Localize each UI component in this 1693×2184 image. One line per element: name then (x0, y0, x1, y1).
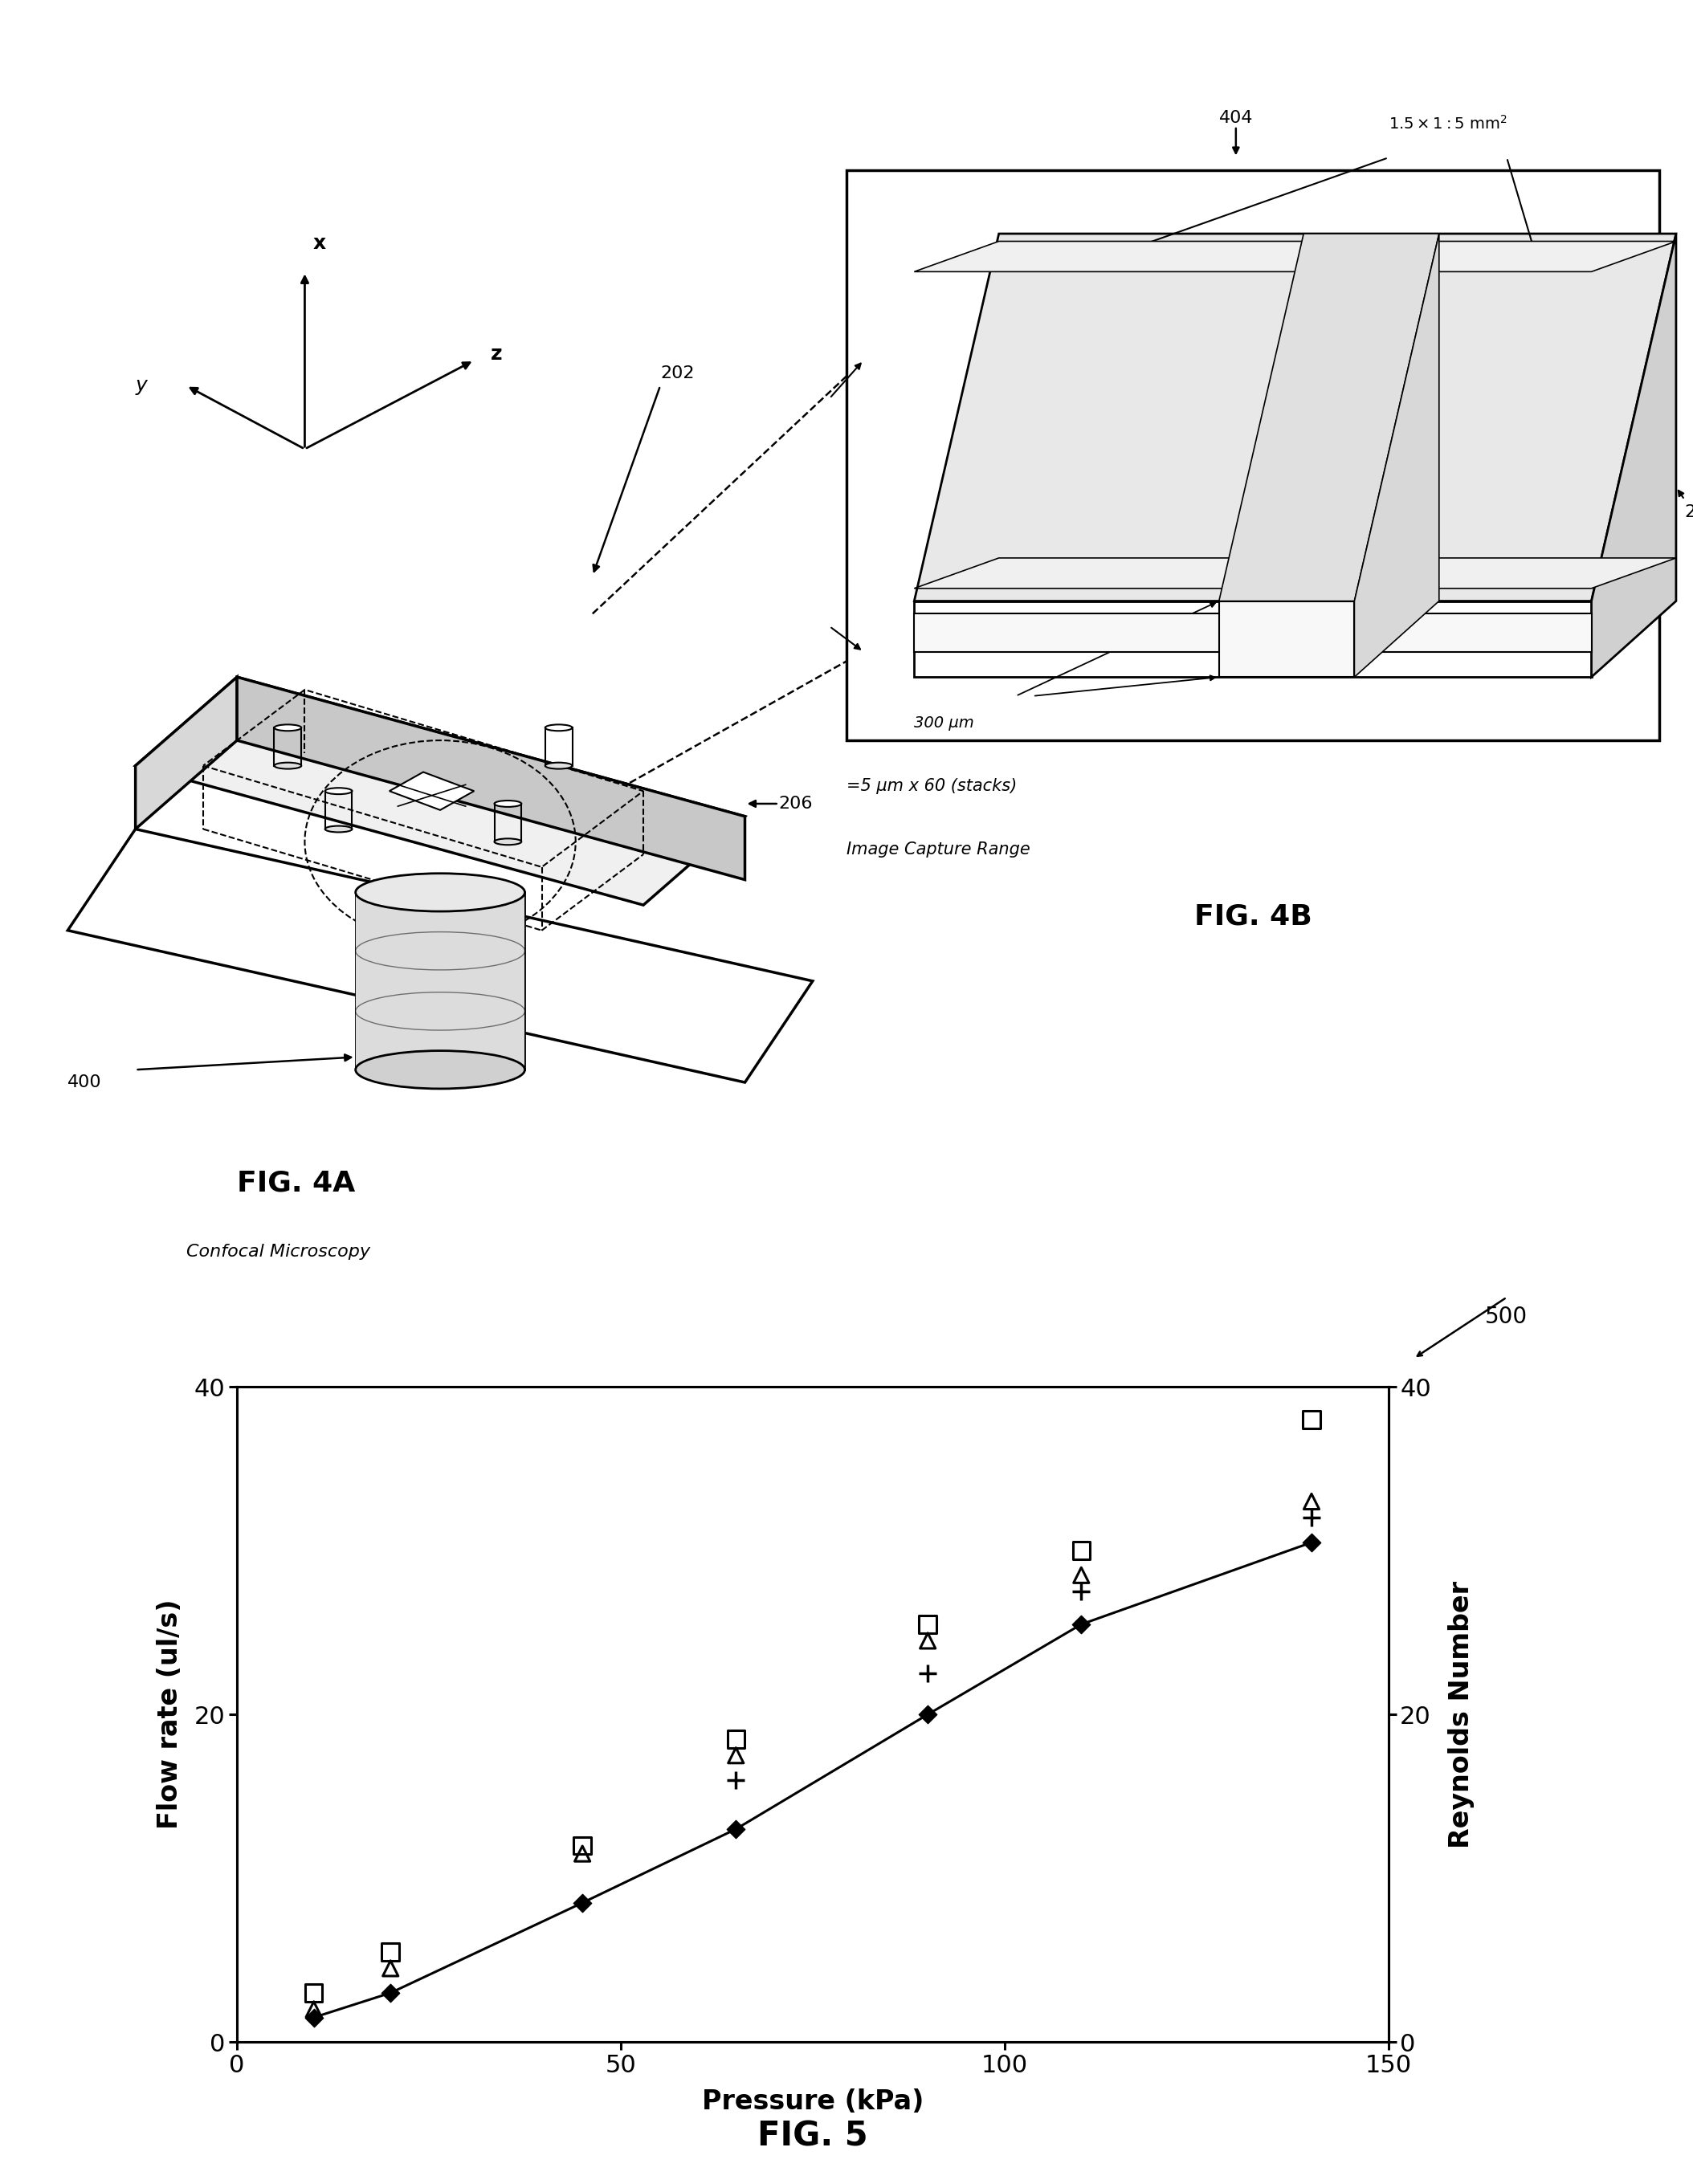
Polygon shape (237, 677, 745, 880)
Text: 202: 202 (660, 365, 694, 380)
Text: =5 μm x 60 (stacks): =5 μm x 60 (stacks) (846, 778, 1017, 795)
Y-axis label: Reynolds Number: Reynolds Number (1448, 1581, 1475, 1848)
Point (914, 1607, 941, 1642)
Point (1299, 1485, 1326, 1520)
Point (378, 1974, 405, 2009)
Polygon shape (914, 601, 1591, 677)
Polygon shape (1219, 601, 1354, 677)
Ellipse shape (356, 874, 525, 911)
Point (300, 2001, 327, 2035)
Ellipse shape (545, 725, 572, 732)
Y-axis label: Flow rate (ul/s): Flow rate (ul/s) (156, 1599, 183, 1830)
Point (300, 1974, 327, 2009)
Point (914, 1697, 941, 1732)
Text: FIG. 5: FIG. 5 (757, 2118, 869, 2153)
Polygon shape (135, 677, 237, 830)
Ellipse shape (325, 788, 352, 795)
Text: 500: 500 (1485, 1306, 1527, 1328)
Point (1068, 1533, 1095, 1568)
Polygon shape (389, 773, 474, 810)
Text: Image Capture Range: Image Capture Range (846, 841, 1031, 858)
Point (569, 1885, 596, 1920)
Point (378, 1935, 405, 1970)
Text: 206: 206 (1685, 505, 1693, 520)
Point (569, 1828, 596, 1863)
Point (300, 1992, 327, 2027)
Polygon shape (914, 614, 1591, 651)
Ellipse shape (274, 725, 301, 732)
Point (1299, 1402, 1326, 1437)
Ellipse shape (494, 802, 521, 806)
Text: FIG. 4A: FIG. 4A (237, 1168, 356, 1197)
Polygon shape (914, 557, 1676, 587)
Point (723, 1721, 750, 1756)
Point (569, 1837, 596, 1872)
Point (723, 1738, 750, 1773)
Polygon shape (1354, 234, 1439, 677)
Polygon shape (914, 234, 1676, 601)
Ellipse shape (325, 826, 352, 832)
Polygon shape (1591, 234, 1676, 677)
Ellipse shape (274, 762, 301, 769)
Point (723, 1813, 750, 1848)
Point (378, 1950, 405, 1985)
Text: 400: 400 (68, 1075, 102, 1090)
Text: 300 μm: 300 μm (914, 714, 973, 729)
Text: x: x (313, 234, 327, 253)
Ellipse shape (545, 762, 572, 769)
Polygon shape (846, 170, 1659, 740)
Polygon shape (356, 893, 525, 1070)
Point (1068, 1607, 1095, 1642)
Text: 206: 206 (779, 795, 813, 812)
Polygon shape (914, 240, 1676, 271)
Text: $1.5 \times 1{:}5\ \mathrm{mm}^2$: $1.5 \times 1{:}5\ \mathrm{mm}^2$ (1388, 116, 1507, 133)
Text: 404: 404 (1219, 109, 1253, 127)
Text: y: y (135, 376, 147, 395)
Point (1299, 1524, 1326, 1559)
Polygon shape (135, 677, 745, 904)
Point (1068, 1557, 1095, 1592)
Text: FIG. 4B: FIG. 4B (1194, 904, 1312, 930)
Ellipse shape (494, 839, 521, 845)
Text: Confocal Microscopy: Confocal Microscopy (186, 1243, 371, 1260)
Text: z: z (491, 345, 503, 365)
Ellipse shape (356, 1051, 525, 1090)
X-axis label: Pressure (kPa): Pressure (kPa) (701, 2088, 924, 2114)
Point (914, 1623, 941, 1658)
Polygon shape (1219, 234, 1439, 601)
Polygon shape (68, 830, 813, 1083)
